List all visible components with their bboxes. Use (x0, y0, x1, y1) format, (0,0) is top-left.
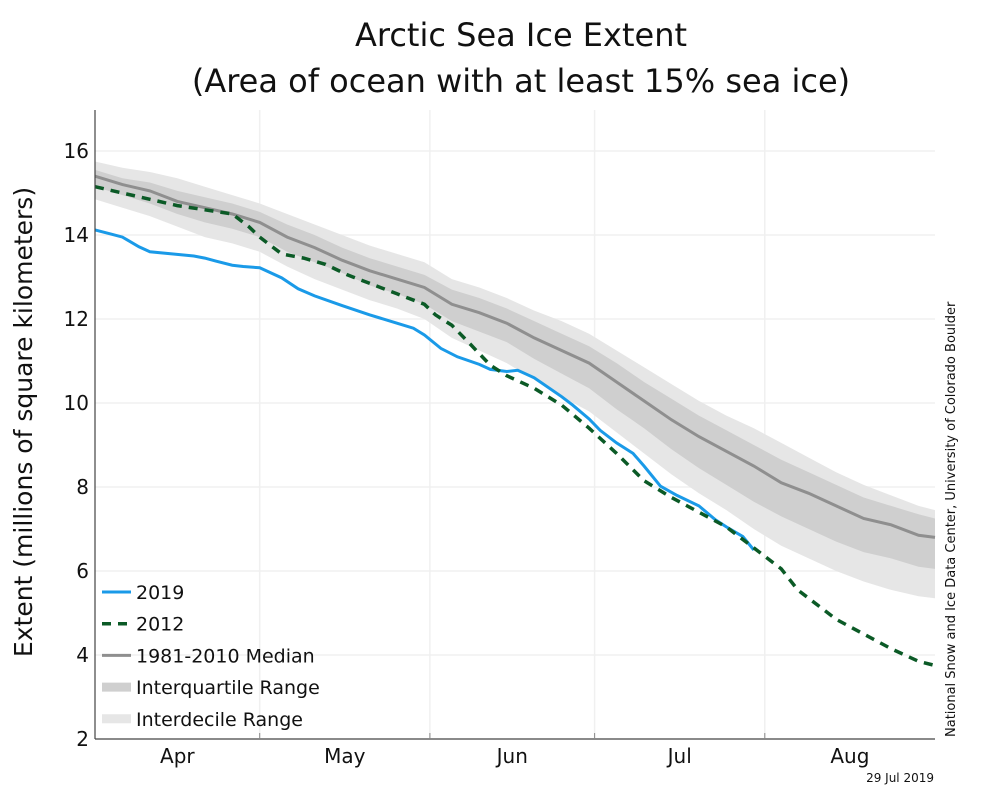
x-tick-label: Jul (666, 744, 692, 768)
date-stamp: 29 Jul 2019 (866, 771, 934, 785)
y-tick-label: 12 (64, 307, 89, 331)
legend-label: Interquartile Range (136, 677, 320, 699)
y-ticks: 2 4 6 8 10 12 14 16 (64, 139, 89, 751)
x-tick-label: May (324, 744, 366, 768)
y-tick-label: 16 (64, 139, 89, 163)
legend-label: 2012 (136, 614, 184, 636)
legend-label: 1981-2010 Median (136, 645, 315, 667)
axes (94, 110, 935, 740)
chart-title: Arctic Sea Ice Extent (355, 16, 687, 54)
y-tick-label: 2 (76, 727, 89, 751)
range-bands (95, 161, 935, 599)
series-lines (94, 174, 936, 668)
interdecile-band (95, 161, 935, 599)
x-tick-label: Apr (160, 744, 195, 768)
series-2012-line (94, 184, 936, 668)
credit-text: National Snow and Ice Data Center, Unive… (944, 301, 959, 737)
series-2019-line (94, 228, 755, 551)
y-tick-label: 14 (64, 223, 89, 247)
y-tick-label: 6 (76, 559, 89, 583)
x-tick-label: Jun (495, 744, 528, 768)
x-tick-label: Aug (830, 744, 869, 768)
chart-subtitle: (Area of ocean with at least 15% sea ice… (192, 62, 850, 100)
legend-label: 2019 (136, 582, 184, 604)
x-ticks: Apr May Jun Jul Aug (160, 733, 869, 768)
y-tick-label: 8 (76, 475, 89, 499)
legend-label: Interdecile Range (136, 709, 303, 731)
y-tick-label: 10 (64, 391, 89, 415)
y-axis-label: Extent (millions of square kilometers) (9, 187, 38, 657)
interquartile-band (95, 169, 935, 569)
y-tick-label: 4 (76, 643, 89, 667)
legend: 2019 2012 1981-2010 Median Interquartile Ra… (102, 582, 320, 731)
